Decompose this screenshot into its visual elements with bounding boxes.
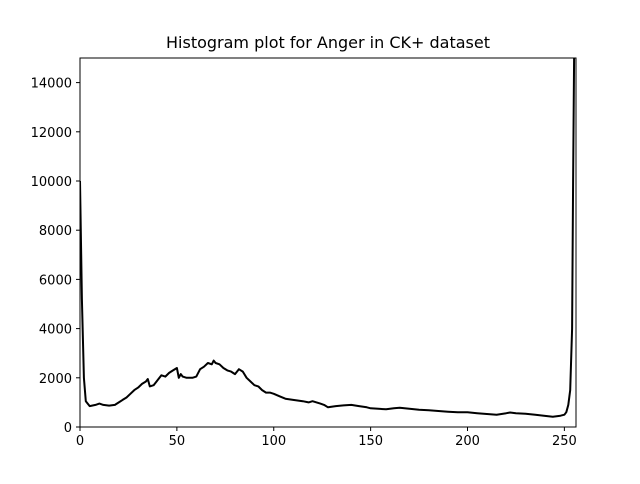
series-line-0 (80, 58, 576, 418)
y-tick-label: 14000 (31, 77, 72, 92)
x-tick-label: 50 (169, 434, 186, 449)
y-tick-label: 2000 (39, 372, 72, 387)
x-tick-label: 200 (455, 434, 480, 449)
y-tick-label: 12000 (31, 126, 72, 141)
y-tick-label: 0 (64, 421, 72, 436)
y-tick-label: 10000 (31, 175, 72, 190)
axes-frame (79, 57, 577, 428)
x-tick-label: 250 (552, 434, 577, 449)
x-tick-label: 150 (358, 434, 383, 449)
x-tick-label: 0 (76, 434, 84, 449)
chart-title: Histogram plot for Anger in CK+ dataset (166, 33, 490, 52)
y-tick-label: 4000 (39, 323, 72, 338)
x-tick-label: 100 (261, 434, 286, 449)
y-tick-label: 8000 (39, 224, 72, 239)
y-tick-label: 6000 (39, 273, 72, 288)
